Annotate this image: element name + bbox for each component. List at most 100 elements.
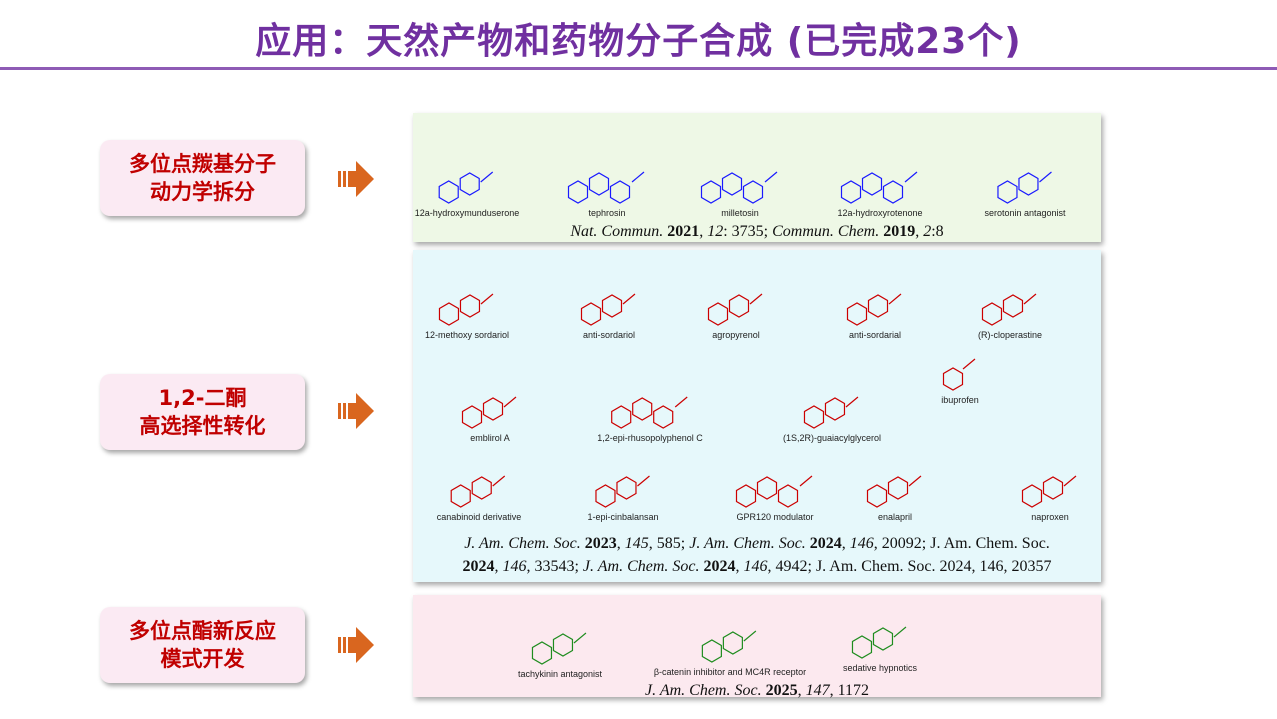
compound: canabinoid derivative bbox=[436, 464, 522, 523]
compound: emblirol A bbox=[458, 385, 522, 444]
reference-segment: , 33543; bbox=[526, 558, 583, 575]
reference-segment: :8 bbox=[931, 223, 944, 240]
reference-segment: , bbox=[915, 223, 924, 240]
compound: anti-sordariol bbox=[577, 282, 641, 341]
compound: enalapril bbox=[863, 464, 927, 523]
compound: serotonin antagonist bbox=[984, 144, 1066, 219]
reference-segment: 2019 bbox=[883, 223, 916, 240]
compound: agropyrenol bbox=[704, 282, 768, 341]
compound-name: ibuprofen bbox=[941, 395, 979, 405]
page-title: 应用：天然产物和药物分子合成 (已完成23个) bbox=[255, 21, 1022, 62]
label-line: 多位点酯新反应 bbox=[129, 619, 276, 643]
reference-segment: , bbox=[797, 682, 806, 699]
reference-segment: , 585; bbox=[648, 535, 690, 552]
chemical-structure bbox=[594, 475, 650, 508]
reference-line: J. Am. Chem. Soc. 2025, 147, 1172 bbox=[413, 679, 1101, 702]
compound-name: tephrosin bbox=[588, 208, 626, 218]
reference-segment: , bbox=[616, 535, 625, 552]
chemical-structure bbox=[851, 626, 907, 659]
compound: sedative hypnotics bbox=[843, 615, 917, 674]
compound-name: sedative hypnotics bbox=[842, 663, 918, 673]
reference-segment: 146 bbox=[849, 535, 874, 552]
chemical-structure bbox=[567, 171, 645, 204]
label-line: 动力学拆分 bbox=[150, 180, 255, 204]
reference-segment: 2 bbox=[923, 223, 932, 240]
chemical-structure bbox=[450, 475, 506, 508]
compound-name: milletosin bbox=[721, 208, 759, 218]
chemical-structure bbox=[438, 293, 494, 326]
reference-segment: , bbox=[841, 535, 850, 552]
label-line: 高选择性转化 bbox=[139, 414, 266, 438]
panel-diketone: J. Am. Chem. Soc. 2023, 145, 585; J. Am. … bbox=[413, 250, 1101, 582]
panel-kinetic-resolution: Nat. Commun. 2021, 12: 3735; Commun. Chem… bbox=[413, 113, 1101, 242]
compound: β-catenin inhibitor and MC4R receptor bbox=[654, 619, 806, 678]
section-label-ester: 多位点酯新反应 模式开发 bbox=[100, 607, 305, 683]
compound-name: anti-sordarial bbox=[848, 330, 902, 340]
compound: ibuprofen bbox=[939, 323, 981, 406]
compound: naproxen bbox=[1018, 464, 1082, 523]
chemical-structure bbox=[735, 475, 813, 508]
reference: Nat. Commun. 2021, 12: 3735; Commun. Chem… bbox=[413, 220, 1101, 243]
section-label-kinetic-resolution: 多位点羰基分子 动力学拆分 bbox=[100, 140, 305, 216]
compound: 12a-hydroxymunduserone bbox=[414, 144, 520, 219]
compound-name: 1-epi-cinbalansan bbox=[587, 512, 659, 522]
chemical-structure bbox=[942, 358, 976, 391]
compound-name: serotonin antagonist bbox=[984, 208, 1066, 218]
label-line: 多位点羰基分子 bbox=[129, 152, 276, 176]
title-divider bbox=[0, 67, 1277, 70]
compound-name: 12-methoxy sordariol bbox=[424, 330, 510, 340]
compound-name: canabinoid derivative bbox=[436, 512, 522, 522]
compound-name: emblirol A bbox=[470, 433, 510, 443]
chemical-structure bbox=[610, 396, 688, 429]
reference-line: J. Am. Chem. Soc. 2023, 145, 585; J. Am. … bbox=[413, 532, 1101, 555]
compound: 12-methoxy sordariol bbox=[425, 282, 509, 341]
reference-segment: Nat. Commun. bbox=[570, 223, 664, 240]
reference-segment: 2023 bbox=[584, 535, 617, 552]
reference-segment: 12 bbox=[707, 223, 724, 240]
compound: 12a-hydroxyrotenone bbox=[837, 144, 923, 219]
reference-segment: , bbox=[735, 558, 744, 575]
compound: tachykinin antagonist bbox=[518, 621, 602, 680]
reference-segment: 146 bbox=[743, 558, 768, 575]
reference-segment: 146 bbox=[502, 558, 527, 575]
arrow-right-icon bbox=[338, 627, 374, 663]
compound-name: (1S,2R)-guaiacylglycerol bbox=[782, 433, 882, 443]
compound-name: 12a-hydroxymunduserone bbox=[414, 208, 520, 218]
compound-name: enalapril bbox=[877, 512, 913, 522]
reference-segment: J. Am. Chem. Soc. bbox=[582, 558, 700, 575]
reference-segment: 2024 bbox=[462, 558, 495, 575]
chemical-structure bbox=[1021, 475, 1077, 508]
chemical-structure bbox=[846, 293, 902, 326]
chemical-structure bbox=[438, 171, 494, 204]
reference-segment: , bbox=[699, 223, 708, 240]
chemical-structure bbox=[580, 293, 636, 326]
compound-name: GPR120 modulator bbox=[736, 512, 814, 522]
label-line: 模式开发 bbox=[160, 647, 245, 671]
chemical-structure bbox=[996, 171, 1052, 204]
compound-name: β-catenin inhibitor and MC4R receptor bbox=[653, 667, 807, 677]
chemical-structure bbox=[700, 171, 778, 204]
chemical-structure bbox=[803, 396, 859, 429]
reference-segment: 2024 bbox=[809, 535, 842, 552]
compound-name: tachykinin antagonist bbox=[517, 669, 603, 679]
chemical-structure bbox=[707, 293, 763, 326]
chemical-structure bbox=[701, 630, 757, 663]
section-label-diketone: 1,2-二酮 高选择性转化 bbox=[100, 374, 305, 450]
compound-name: agropyrenol bbox=[712, 330, 760, 340]
label-line: 1,2-二酮 bbox=[158, 386, 247, 410]
arrow-right-icon bbox=[338, 161, 374, 197]
compound: milletosin bbox=[697, 144, 783, 219]
compound-name: (R)-cloperastine bbox=[977, 330, 1043, 340]
compound: GPR120 modulator bbox=[732, 464, 818, 523]
chemical-structure bbox=[461, 396, 517, 429]
reference-segment: 145 bbox=[624, 535, 649, 552]
reference-segment: , 4942; J. Am. Chem. Soc. 2024, 146, 203… bbox=[767, 558, 1052, 575]
chemical-structure bbox=[840, 171, 918, 204]
reference-segment: J. Am. Chem. Soc. bbox=[645, 682, 762, 699]
panel-ester: J. Am. Chem. Soc. 2025, 147, 1172 tachyki… bbox=[413, 595, 1101, 699]
reference-line: 2024, 146, 33543; J. Am. Chem. Soc. 2024,… bbox=[413, 555, 1101, 578]
compound: anti-sordarial bbox=[843, 282, 907, 341]
compound: (R)-cloperastine bbox=[978, 282, 1042, 341]
reference-segment: Commun. Chem. bbox=[772, 223, 880, 240]
reference-segment: , bbox=[494, 558, 503, 575]
